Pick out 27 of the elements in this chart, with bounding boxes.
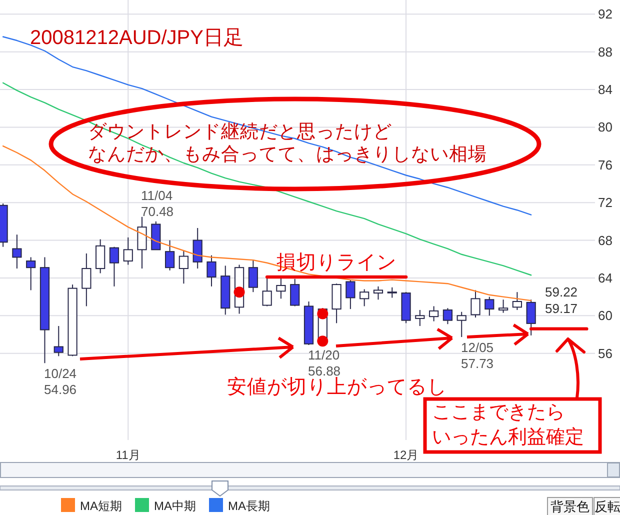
x-tick-label: 11月	[116, 448, 140, 462]
y-tick-label: 72	[598, 195, 612, 210]
annotation: 10/24 54.96	[44, 366, 77, 397]
y-tick-label: 80	[598, 120, 612, 135]
annotation: 12/05 57.73	[461, 340, 494, 371]
annotation: いったん利益確定	[432, 426, 584, 448]
y-tick-label: 84	[598, 82, 612, 98]
y-tick-label: 56	[598, 346, 612, 361]
y-tick-label: 88	[598, 44, 612, 60]
annotation: 59.22	[545, 284, 578, 300]
text: 背景色	[550, 499, 590, 514]
y-tick-label: 64	[598, 270, 612, 286]
y-tick-label: 60	[598, 308, 612, 324]
legend-label: MA短期	[80, 499, 122, 513]
annotation: 11/20 56.88	[308, 348, 341, 378]
legend-label: MA長期	[228, 499, 270, 513]
legend-label: MA中期	[154, 499, 196, 513]
y-tick-label: 92	[598, 6, 612, 22]
annotation: ここまできたら	[432, 402, 565, 423]
y-tick-label: 76	[598, 157, 612, 172]
y-tick-label: 68	[598, 232, 612, 248]
text: 20081212AUD/JPY日足	[30, 27, 244, 49]
series-label: 損切りライン	[276, 252, 397, 274]
annotation: 59.17	[545, 301, 578, 316]
annotation: 安値が切り上がってるし	[227, 376, 447, 398]
x-tick-label: 12月	[393, 448, 419, 462]
annotation: 11/04 70.48	[141, 188, 174, 219]
